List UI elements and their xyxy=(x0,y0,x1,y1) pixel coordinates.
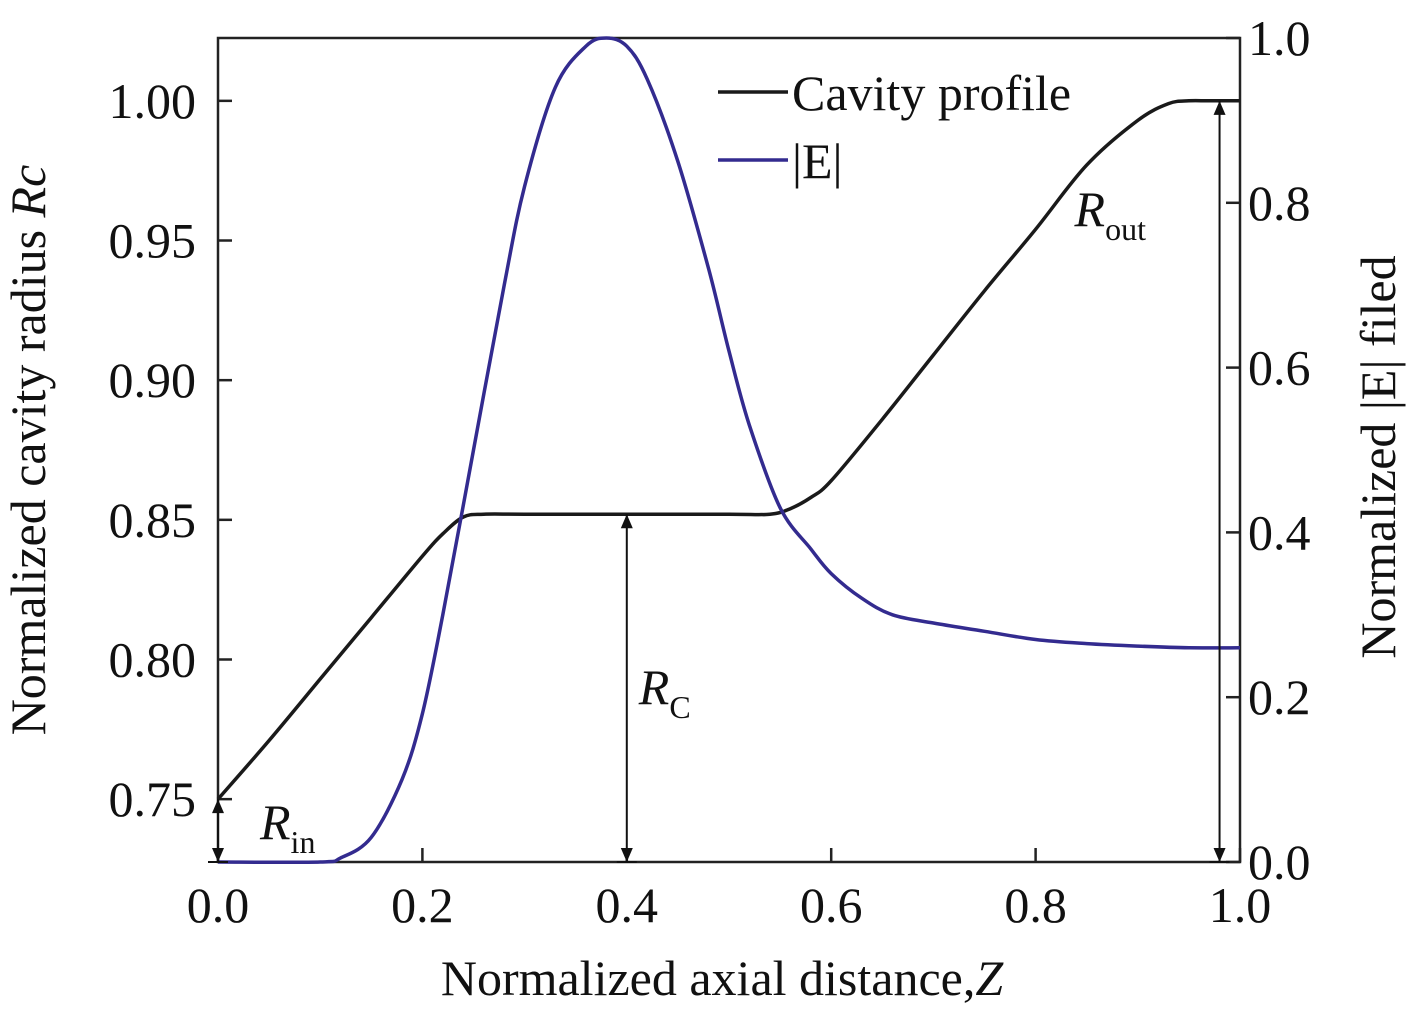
legend-label: |E| xyxy=(792,133,843,189)
annotation-subscript: in xyxy=(291,824,316,860)
annotation-symbol: R xyxy=(259,794,291,850)
annotation-subscript: out xyxy=(1105,211,1146,247)
x-tick-label: 0.4 xyxy=(596,877,659,933)
plot-frame xyxy=(216,36,1242,864)
arrow-head xyxy=(212,799,224,814)
x-tick-label: 0.0 xyxy=(187,877,250,933)
annotation-label: Rin xyxy=(259,794,315,860)
y-right-axis-ticks: 0.0 0.2 0.4 0.6 0.8 1.0 xyxy=(1226,10,1311,890)
y-left-axis-title-var: Rc xyxy=(0,165,56,219)
y-left-axis-title: Normalized cavity radius Rc xyxy=(0,165,56,736)
y-left-axis-title-text: Normalized cavity radius xyxy=(0,217,56,735)
annotation-subscript: C xyxy=(669,689,690,725)
x-tick-label: 0.2 xyxy=(391,877,454,933)
y-right-tick-label: 0.6 xyxy=(1248,340,1311,396)
x-tick-label: 1.0 xyxy=(1209,877,1272,933)
arrow-head xyxy=(620,848,633,862)
series-line-cavity-profile xyxy=(216,98,1240,801)
y-left-tick-label: 0.95 xyxy=(109,213,197,269)
x-tick-label: 0.6 xyxy=(800,877,863,933)
arrow-head xyxy=(212,848,224,862)
series-line-e-field xyxy=(217,36,1241,865)
y-right-tick-label: 0.0 xyxy=(1248,834,1311,890)
annotation-label: Rout xyxy=(1074,181,1147,247)
y-left-tick-label: 0.80 xyxy=(109,631,197,687)
y-right-tick-label: 0.2 xyxy=(1248,669,1311,725)
arrow-head xyxy=(1213,848,1226,862)
annotation-symbol: R xyxy=(1074,181,1106,237)
arrow-head xyxy=(1213,100,1226,115)
annotation-label: RC xyxy=(638,659,691,725)
series-layer xyxy=(216,36,1241,865)
arrow-head xyxy=(620,514,633,529)
x-axis-title-text: Normalized axial distance, xyxy=(441,950,976,1006)
plot-border xyxy=(216,36,1242,864)
x-axis-title-var: Z xyxy=(975,950,1004,1006)
y-right-tick-label: 0.4 xyxy=(1248,504,1311,560)
y-left-tick-label: 1.00 xyxy=(109,73,197,129)
y-right-tick-label: 1.0 xyxy=(1248,10,1311,66)
y-right-axis-title: Normalized |E| filed xyxy=(1350,255,1406,658)
y-left-tick-label: 0.85 xyxy=(109,492,197,548)
x-axis-ticks: 0.0 0.2 0.4 0.6 0.8 1.0 xyxy=(187,848,1272,933)
annotation-symbol: R xyxy=(638,659,670,715)
y-left-tick-label: 0.90 xyxy=(109,352,197,408)
y-left-axis-ticks: 0.75 0.80 0.85 0.90 0.95 1.00 xyxy=(109,73,232,827)
x-axis-title: Normalized axial distance,Z xyxy=(441,950,1005,1006)
legend: Cavity profile |E| xyxy=(718,65,1071,189)
legend-label: Cavity profile xyxy=(792,65,1071,121)
x-tick-label: 0.8 xyxy=(1004,877,1067,933)
y-left-tick-label: 0.75 xyxy=(109,771,197,827)
y-right-tick-label: 0.8 xyxy=(1248,175,1311,231)
